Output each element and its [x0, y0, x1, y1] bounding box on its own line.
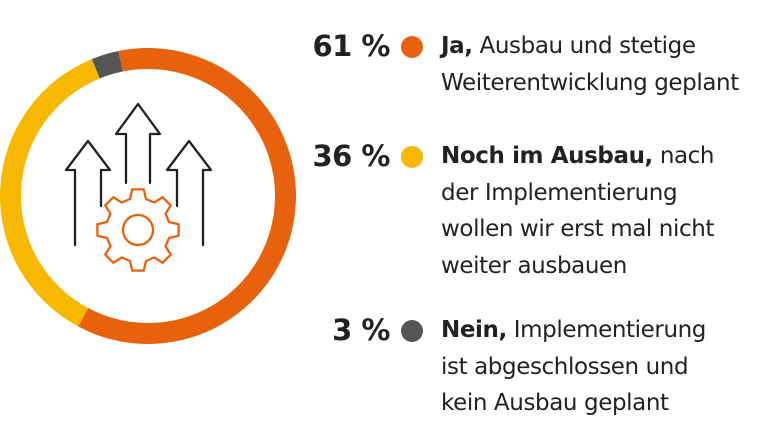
legend-percent: 36 % — [312, 139, 390, 173]
legend-text: Nein, Implementierung ist abgeschlossen … — [441, 312, 781, 422]
legend-line: nach — [659, 143, 715, 169]
donut-slice — [0, 59, 100, 327]
legend-line: ist abgeschlossen und — [441, 353, 689, 380]
up-arrow-icon-center — [114, 102, 162, 185]
legend-line: Implementierung — [513, 317, 707, 343]
legend-dot-orange — [401, 36, 423, 58]
legend-line: wollen wir erst mal nicht — [441, 216, 714, 242]
donut-slices — [0, 47, 296, 345]
legend-dot-gray — [401, 320, 423, 342]
legend-bold-label: Nein, — [441, 317, 507, 343]
legend-entry-ja: 61 % Ja, Ausbau und stetige Weiterentwic… — [300, 28, 782, 138]
donut-slice — [78, 47, 296, 345]
up-arrow-icon-right — [165, 139, 213, 247]
legend-percent: 3 % — [332, 313, 390, 347]
legend-bold-label: Noch im Ausbau, — [441, 143, 653, 169]
legend-line: Ausbau und stetige — [479, 33, 696, 59]
donut-slice — [91, 50, 123, 79]
gear-hole-icon — [121, 213, 155, 247]
legend-text: Noch im Ausbau, nach der Implementierung… — [441, 138, 781, 284]
legend-line: der Implementierung — [441, 179, 678, 206]
legend-line: weiter ausbauen — [441, 252, 627, 279]
legend-bold-label: Ja, — [441, 33, 473, 59]
legend-text: Ja, Ausbau und stetige Weiterentwicklung… — [441, 28, 781, 101]
donut-chart — [0, 47, 296, 345]
legend-entry-noch-im-ausbau: 36 % Noch im Ausbau, nach der Implementi… — [300, 138, 782, 279]
legend-percent: 61 % — [312, 29, 390, 63]
gear-with-up-arrows-icon — [64, 102, 213, 272]
gear-icon — [96, 188, 180, 272]
legend-dot-yellow — [401, 146, 423, 168]
legend-line: Weiterentwicklung geplant — [441, 69, 739, 96]
legend-line: kein Ausbau geplant — [441, 390, 669, 416]
legend-entry-nein: 3 % Nein, Implementierung ist abgeschlos… — [300, 312, 782, 422]
up-arrow-icon-left — [64, 139, 112, 247]
